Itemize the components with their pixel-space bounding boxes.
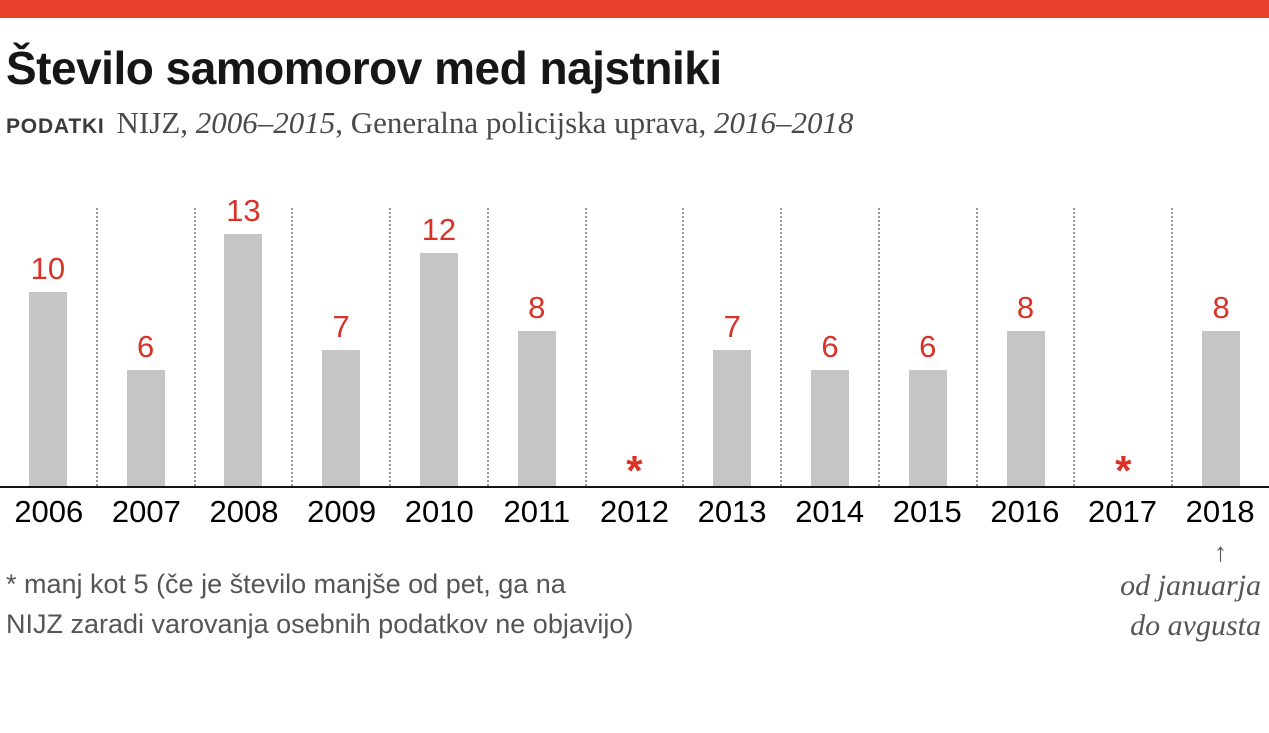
bar-column-2010: 12 [389, 208, 487, 486]
bar-value-label: 6 [137, 329, 155, 364]
bar-column-2006: 10 [0, 208, 96, 486]
x-axis-label-2006: 2006 [14, 494, 84, 529]
bar-value-label: 8 [1016, 290, 1035, 325]
bar-column-2018: 8 [1171, 208, 1269, 486]
source-org-1: NIJZ, [116, 105, 196, 140]
bar-value-label: 8 [528, 290, 546, 325]
x-axis-label-2008: 2008 [209, 494, 279, 529]
source-label: PODATKI [6, 115, 105, 138]
x-axis-label-2017: 2017 [1088, 494, 1157, 529]
bar-value-label: 7 [332, 309, 350, 344]
bar-value-label: * [1115, 447, 1132, 494]
bar-column-2008: 13 [193, 195, 292, 486]
annotation-line-2: do avgusta [1130, 609, 1261, 642]
bar-2011 [517, 331, 556, 486]
x-axis-label-2010: 2010 [404, 494, 474, 529]
bar-chart: 10 6 13 7 12 8 * 7 [0, 195, 1269, 530]
x-axis-label-2011: 2011 [503, 494, 571, 529]
x-axis-label-2016: 2016 [990, 494, 1060, 529]
source-years-2: 2016–2018 [714, 105, 854, 140]
bottom-notes: * manj kot 5 (če je število manjše od pe… [0, 538, 1269, 646]
bar-2010 [419, 253, 458, 486]
bar-2016 [1006, 331, 1045, 486]
annotation-2018: ↑ od januarja do avgusta [1120, 538, 1261, 646]
bar-2015 [908, 370, 947, 486]
x-axis-label-2013: 2013 [697, 494, 767, 529]
x-axis-label-2018: 2018 [1185, 494, 1255, 529]
footnote-line-2: NIJZ zaradi varovanja osebnih podatkov n… [6, 609, 634, 639]
bar-2014 [811, 370, 849, 486]
bar-2007 [126, 370, 165, 486]
source-years-1: 2006–2015 [195, 105, 336, 140]
bar-column-2011: 8 [486, 208, 585, 486]
x-axis: 2006 2007 2008 2009 2010 2011 2012 2013 … [0, 494, 1269, 530]
bar-value-label: 8 [1212, 290, 1230, 325]
bar-column-2007: 6 [95, 208, 194, 486]
data-source-line: PODATKI NIJZ, 2006–2015, Generalna polici… [6, 104, 1259, 146]
bar-value-label: * [626, 447, 643, 494]
arrow-up-icon: ↑ [1214, 537, 1227, 567]
bar-value-label: 6 [821, 329, 839, 364]
bar-column-2017: * [1073, 208, 1171, 492]
accent-top-strip [0, 0, 1269, 18]
page-title: Število samomorov med najstniki [6, 42, 722, 94]
bar-value-label: 7 [723, 309, 741, 344]
bar-value-label: 6 [919, 329, 937, 364]
x-axis-label-2015: 2015 [892, 494, 962, 529]
bar-2006 [28, 292, 67, 486]
bar-column-2014: 6 [780, 208, 878, 486]
bar-value-label: 12 [421, 212, 457, 247]
x-axis-label-2007: 2007 [111, 494, 181, 529]
bar-column-2012: * [584, 208, 683, 492]
bar-value-label: 10 [30, 251, 66, 286]
x-axis-label-2009: 2009 [307, 494, 377, 529]
bar-2018 [1202, 331, 1241, 486]
x-axis-label-2012: 2012 [599, 494, 669, 529]
bar-2009 [322, 350, 361, 486]
bar-column-2013: 7 [682, 208, 780, 486]
header: Število samomorov med najstniki PODATKI N… [0, 42, 1269, 146]
bar-column-2016: 8 [975, 208, 1074, 486]
bar-column-2015: 6 [877, 208, 976, 486]
bar-value-label: 13 [226, 193, 261, 228]
bar-column-2009: 7 [291, 208, 389, 486]
plot-area: 10 6 13 7 12 8 * 7 [0, 195, 1269, 492]
footnote-line-1: * manj kot 5 (če je število manjše od pe… [6, 569, 566, 599]
footnote: * manj kot 5 (če je število manjše od pe… [6, 538, 633, 644]
bar-2008 [224, 234, 263, 486]
source-org-2: , Generalna policijska uprava, [335, 105, 715, 140]
bar-2013 [713, 350, 752, 486]
annotation-line-1: od januarja [1120, 569, 1261, 602]
x-axis-label-2014: 2014 [795, 494, 865, 529]
